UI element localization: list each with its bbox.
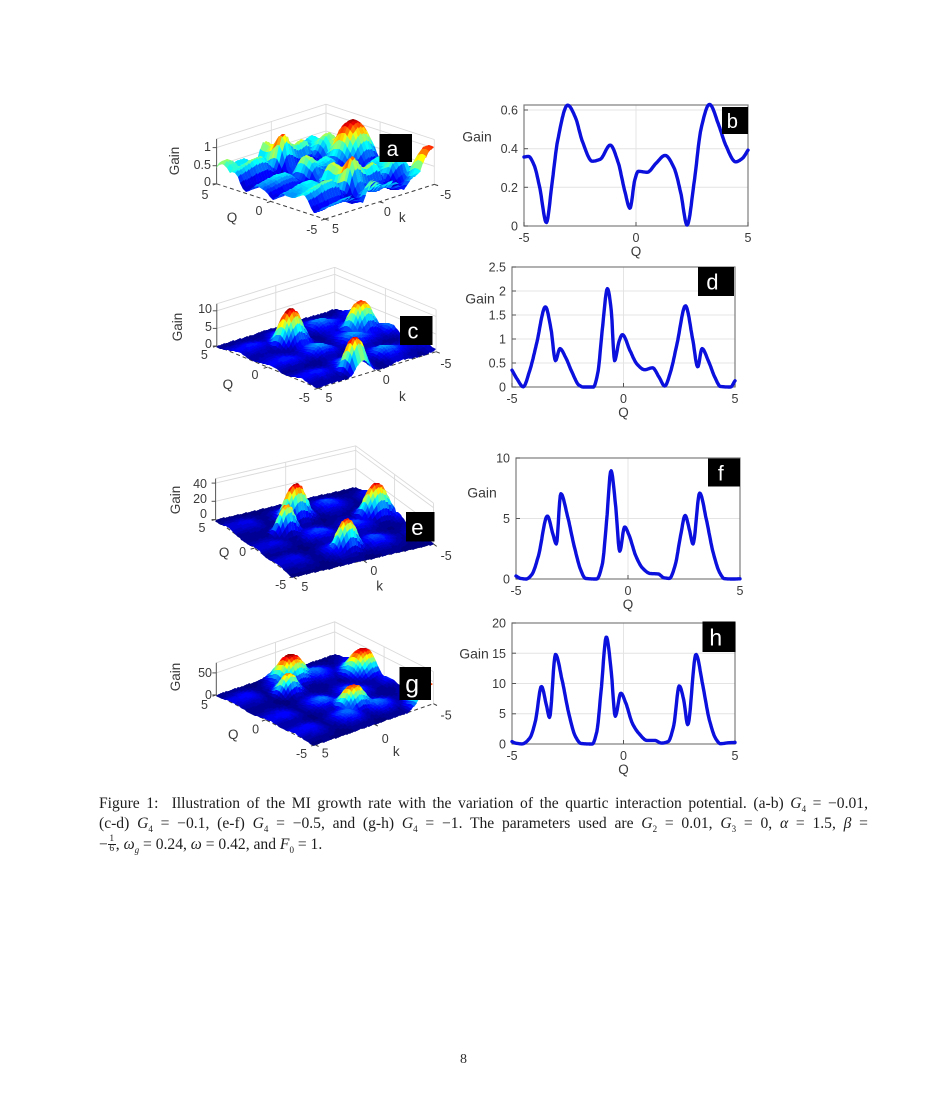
svg-text:-5: -5 bbox=[441, 709, 452, 723]
svg-text:5: 5 bbox=[503, 512, 510, 526]
svg-text:0: 0 bbox=[625, 584, 632, 598]
svg-text:0: 0 bbox=[205, 337, 212, 351]
svg-text:0.5: 0.5 bbox=[194, 158, 211, 172]
svg-text:Gain: Gain bbox=[168, 663, 183, 692]
svg-text:a: a bbox=[387, 138, 399, 161]
svg-text:c: c bbox=[408, 319, 419, 344]
svg-text:5: 5 bbox=[205, 320, 212, 334]
svg-text:0: 0 bbox=[633, 231, 640, 245]
svg-text:0: 0 bbox=[382, 732, 389, 746]
svg-text:-5: -5 bbox=[506, 749, 517, 763]
svg-text:20: 20 bbox=[193, 492, 207, 506]
svg-text:0: 0 bbox=[204, 175, 211, 189]
svg-text:0.4: 0.4 bbox=[501, 142, 518, 156]
svg-text:2: 2 bbox=[499, 285, 506, 299]
svg-text:10: 10 bbox=[496, 452, 510, 466]
svg-text:Q: Q bbox=[631, 244, 642, 259]
svg-text:h: h bbox=[709, 624, 722, 650]
svg-text:5: 5 bbox=[745, 231, 752, 245]
svg-text:Q: Q bbox=[223, 377, 234, 392]
svg-text:Gain: Gain bbox=[467, 485, 497, 501]
svg-text:Gain: Gain bbox=[465, 291, 495, 307]
svg-text:-5: -5 bbox=[518, 231, 529, 245]
svg-text:-5: -5 bbox=[296, 747, 307, 761]
svg-text:d: d bbox=[706, 270, 718, 295]
svg-text:5: 5 bbox=[201, 348, 208, 362]
svg-text:1: 1 bbox=[204, 140, 211, 154]
svg-text:0: 0 bbox=[503, 573, 510, 587]
svg-text:40: 40 bbox=[193, 477, 207, 491]
svg-text:Q: Q bbox=[618, 405, 629, 420]
svg-text:5: 5 bbox=[201, 698, 208, 712]
svg-text:Q: Q bbox=[228, 727, 239, 742]
svg-text:0.5: 0.5 bbox=[489, 357, 506, 371]
svg-text:-5: -5 bbox=[506, 392, 517, 406]
svg-text:f: f bbox=[718, 462, 724, 485]
svg-text:0: 0 bbox=[499, 381, 506, 395]
svg-text:Gain: Gain bbox=[459, 646, 489, 662]
svg-text:Q: Q bbox=[618, 762, 629, 777]
svg-text:Q: Q bbox=[623, 597, 634, 612]
svg-text:Gain: Gain bbox=[462, 129, 492, 145]
svg-text:-5: -5 bbox=[306, 223, 317, 237]
svg-text:10: 10 bbox=[198, 302, 212, 316]
svg-text:5: 5 bbox=[332, 222, 339, 236]
svg-text:g: g bbox=[405, 672, 419, 699]
svg-text:50: 50 bbox=[198, 666, 212, 680]
svg-text:1: 1 bbox=[499, 333, 506, 347]
svg-text:0: 0 bbox=[384, 205, 391, 219]
svg-text:20: 20 bbox=[492, 617, 506, 631]
svg-text:0.6: 0.6 bbox=[501, 104, 518, 118]
svg-text:5: 5 bbox=[499, 707, 506, 721]
svg-text:0: 0 bbox=[252, 723, 259, 737]
svg-text:5: 5 bbox=[301, 580, 308, 594]
svg-text:5: 5 bbox=[732, 749, 739, 763]
svg-text:k: k bbox=[376, 579, 383, 594]
svg-text:Gain: Gain bbox=[167, 147, 182, 176]
svg-text:-5: -5 bbox=[440, 188, 451, 202]
svg-text:k: k bbox=[393, 744, 400, 759]
svg-text:5: 5 bbox=[322, 747, 329, 761]
svg-text:-5: -5 bbox=[299, 391, 310, 405]
svg-text:b: b bbox=[727, 111, 738, 133]
svg-text:15: 15 bbox=[492, 647, 506, 661]
svg-text:0: 0 bbox=[252, 368, 259, 382]
svg-text:0: 0 bbox=[239, 545, 246, 559]
svg-text:0: 0 bbox=[205, 688, 212, 702]
svg-text:Q: Q bbox=[219, 545, 230, 560]
svg-text:5: 5 bbox=[732, 392, 739, 406]
svg-text:0: 0 bbox=[620, 749, 627, 763]
svg-text:1.5: 1.5 bbox=[489, 309, 506, 323]
svg-text:0: 0 bbox=[256, 204, 263, 218]
svg-text:5: 5 bbox=[326, 391, 333, 405]
svg-text:Gain: Gain bbox=[168, 486, 183, 515]
svg-text:0: 0 bbox=[383, 373, 390, 387]
svg-text:-5: -5 bbox=[440, 357, 451, 371]
svg-text:0: 0 bbox=[370, 564, 377, 578]
svg-text:0: 0 bbox=[620, 392, 627, 406]
svg-text:Gain: Gain bbox=[170, 313, 185, 342]
svg-text:10: 10 bbox=[492, 677, 506, 691]
svg-text:5: 5 bbox=[737, 584, 744, 598]
svg-text:0: 0 bbox=[499, 738, 506, 752]
svg-text:k: k bbox=[399, 389, 406, 404]
svg-text:0: 0 bbox=[200, 507, 207, 521]
svg-text:2.5: 2.5 bbox=[489, 261, 506, 275]
svg-text:Q: Q bbox=[227, 210, 238, 225]
svg-text:-5: -5 bbox=[275, 578, 286, 592]
svg-text:5: 5 bbox=[202, 188, 209, 202]
svg-text:0: 0 bbox=[511, 220, 518, 234]
svg-text:e: e bbox=[411, 515, 423, 540]
svg-text:0.2: 0.2 bbox=[501, 181, 518, 195]
svg-text:-5: -5 bbox=[510, 584, 521, 598]
svg-text:-5: -5 bbox=[441, 549, 452, 563]
svg-text:5: 5 bbox=[199, 521, 206, 535]
svg-text:k: k bbox=[399, 210, 406, 225]
